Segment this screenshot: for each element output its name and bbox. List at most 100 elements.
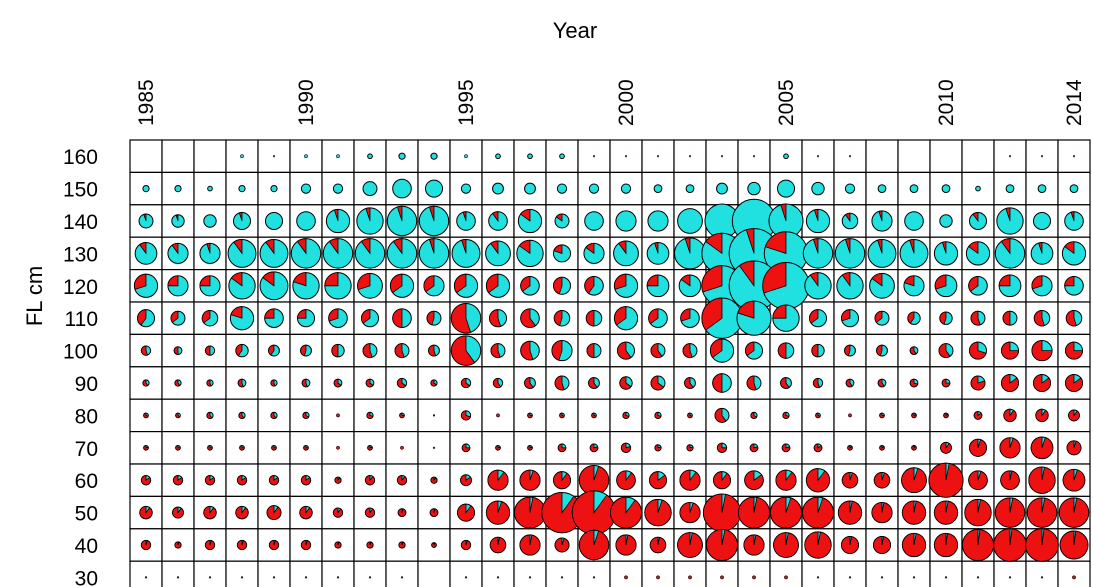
pie-slice-b xyxy=(495,445,501,451)
pie-mark xyxy=(965,241,991,266)
grid-cell xyxy=(673,560,707,587)
pie-slice-b xyxy=(235,343,243,357)
pie-slice-a xyxy=(527,153,533,160)
pie-slice-b xyxy=(300,344,307,357)
pie-dot xyxy=(592,576,596,579)
grid-cell xyxy=(193,560,227,587)
pie-mark xyxy=(872,535,892,555)
pie-slice-b xyxy=(902,532,926,558)
pie-mark xyxy=(389,273,415,298)
pie-slice-b xyxy=(585,242,595,255)
pie-slice-b xyxy=(392,238,403,255)
y-tick-label: 80 xyxy=(75,405,98,428)
pie-slice-b xyxy=(142,379,149,387)
pie-mark xyxy=(331,343,345,358)
pie-slice-b xyxy=(199,275,211,287)
pie-dot xyxy=(688,155,692,158)
pie-slice-b xyxy=(520,308,537,328)
pie-mark xyxy=(451,238,481,268)
pie-slice-b xyxy=(777,342,787,359)
pie-mark xyxy=(174,185,182,193)
pie-slice-b xyxy=(262,271,275,287)
pie-slice-b xyxy=(1035,408,1049,422)
pie-slice-b xyxy=(362,343,373,358)
pie-slice-b xyxy=(487,469,509,491)
pie-mark xyxy=(996,207,1024,235)
pie-mark xyxy=(203,505,217,520)
pie-slice-b xyxy=(938,343,951,358)
pie-mark xyxy=(299,505,313,520)
grid-cell xyxy=(993,560,1027,587)
pie-slice-b xyxy=(266,505,282,520)
pie-mark xyxy=(460,377,472,389)
grid-cell xyxy=(129,528,163,562)
pie-slice-b xyxy=(775,469,797,491)
pie-mark xyxy=(450,335,482,366)
pie-mark xyxy=(571,490,617,535)
grid-cell xyxy=(353,560,387,587)
pie-slice-b xyxy=(396,475,407,486)
pie-mark xyxy=(762,262,810,310)
pie-mark xyxy=(1032,373,1052,393)
pie-mark xyxy=(432,446,436,449)
pie-slice-b xyxy=(367,445,373,451)
pie-slice-a xyxy=(296,211,316,231)
pie-slice-b xyxy=(589,443,599,452)
pie-slice-a xyxy=(677,208,703,234)
pie-slice-b xyxy=(809,272,819,288)
pie-mark xyxy=(610,496,642,529)
pie-mark xyxy=(228,272,256,300)
pie-mark xyxy=(268,344,280,357)
pie-slice-b xyxy=(431,542,437,548)
pie-slice-b xyxy=(714,408,727,423)
pie-mark xyxy=(802,238,834,269)
pie-mark xyxy=(144,576,148,579)
pie-mark xyxy=(296,211,316,231)
pie-mark xyxy=(589,443,599,453)
pie-mark xyxy=(993,528,1027,562)
pie-mark xyxy=(844,344,856,357)
pie-mark xyxy=(877,378,887,388)
pie-slice-b xyxy=(462,211,467,222)
pie-mark xyxy=(901,532,927,558)
pie-slice-b xyxy=(970,375,986,391)
grid-cell xyxy=(129,560,163,587)
pie-mark xyxy=(646,274,670,298)
pie-mark xyxy=(1008,155,1012,158)
pie-slice-b xyxy=(491,211,499,223)
pie-mark xyxy=(709,338,735,363)
pie-mark xyxy=(292,272,320,300)
pie-slice-b xyxy=(620,442,632,453)
pie-slice-b xyxy=(301,378,308,388)
pie-mark xyxy=(300,344,312,357)
pie-mark xyxy=(300,539,312,551)
pie-mark xyxy=(236,539,248,551)
pie-dot xyxy=(400,576,404,579)
pie-mark xyxy=(556,183,568,194)
grid-cell xyxy=(225,560,259,587)
pie-mark xyxy=(541,491,583,534)
pie-slice-b xyxy=(527,412,533,419)
pie-mark xyxy=(845,378,855,388)
pie-dot xyxy=(944,576,948,579)
grid-cell xyxy=(353,139,387,174)
pie-dot xyxy=(432,414,436,417)
pie-mark xyxy=(139,505,153,520)
pie-mark xyxy=(1064,276,1084,296)
pie-mark xyxy=(616,470,636,491)
pie-slice-b xyxy=(968,276,979,292)
pie-mark xyxy=(880,576,884,579)
grid-cell xyxy=(161,139,195,174)
pie-mark xyxy=(394,343,410,359)
pie-mark xyxy=(400,445,404,450)
pie-mark xyxy=(428,344,440,357)
pie-slice-b xyxy=(686,444,694,452)
pie-mark xyxy=(304,576,308,579)
pie-dot xyxy=(464,576,468,579)
grid-cell xyxy=(897,560,931,587)
pie-slice-b xyxy=(1031,340,1053,362)
pie-mark xyxy=(270,411,278,419)
pie-slice-b xyxy=(684,237,691,254)
pie-mark xyxy=(456,503,476,522)
pie-mark xyxy=(170,310,186,326)
